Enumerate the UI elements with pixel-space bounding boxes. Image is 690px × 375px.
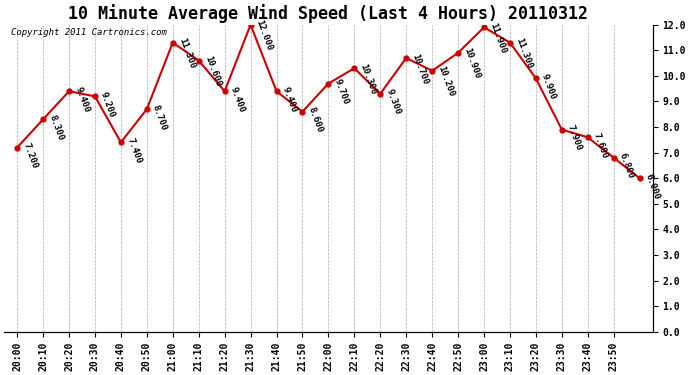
Text: 10.200: 10.200 bbox=[436, 65, 456, 98]
Text: 6.800: 6.800 bbox=[618, 152, 635, 180]
Title: 10 Minute Average Wind Speed (Last 4 Hours) 20110312: 10 Minute Average Wind Speed (Last 4 Hou… bbox=[68, 4, 589, 23]
Text: 8.300: 8.300 bbox=[47, 114, 65, 142]
Text: 9.200: 9.200 bbox=[99, 90, 117, 119]
Text: 9.400: 9.400 bbox=[229, 86, 246, 114]
Text: 11.300: 11.300 bbox=[177, 37, 197, 70]
Text: 8.600: 8.600 bbox=[306, 106, 324, 134]
Text: 9.400: 9.400 bbox=[281, 86, 298, 114]
Text: 11.300: 11.300 bbox=[514, 37, 533, 70]
Text: 7.400: 7.400 bbox=[125, 136, 143, 165]
Text: 6.000: 6.000 bbox=[644, 172, 662, 201]
Text: 9.700: 9.700 bbox=[333, 78, 351, 106]
Text: Copyright 2011 Cartronics.com: Copyright 2011 Cartronics.com bbox=[10, 28, 166, 37]
Text: 7.600: 7.600 bbox=[592, 131, 609, 160]
Text: 7.900: 7.900 bbox=[566, 124, 584, 152]
Text: 9.300: 9.300 bbox=[384, 88, 402, 116]
Text: 10.300: 10.300 bbox=[359, 62, 378, 96]
Text: 9.400: 9.400 bbox=[73, 86, 91, 114]
Text: 10.700: 10.700 bbox=[411, 52, 430, 86]
Text: 7.200: 7.200 bbox=[21, 142, 39, 170]
Text: 10.900: 10.900 bbox=[462, 47, 482, 80]
Text: 8.700: 8.700 bbox=[151, 103, 168, 132]
Text: 9.900: 9.900 bbox=[540, 73, 558, 101]
Text: 11.900: 11.900 bbox=[489, 21, 508, 55]
Text: 10.600: 10.600 bbox=[203, 55, 222, 88]
Text: 12.000: 12.000 bbox=[255, 19, 274, 52]
